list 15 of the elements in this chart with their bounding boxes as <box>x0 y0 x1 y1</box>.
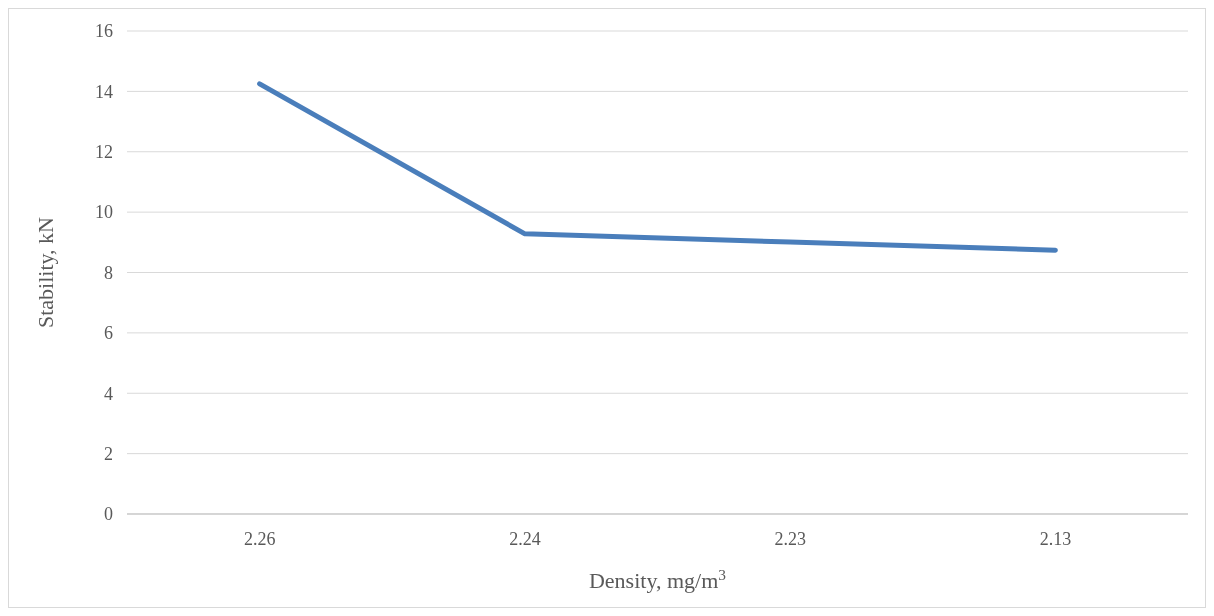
y-tick-label: 12 <box>95 142 113 163</box>
x-tick-label: 2.26 <box>243 529 276 549</box>
y-axis-title: Stability, kN <box>33 216 58 329</box>
y-tick-label: 4 <box>104 383 113 404</box>
y-tick-label: 6 <box>104 323 113 344</box>
y-tick-label: 2 <box>104 443 113 464</box>
y-tick-label: 10 <box>95 202 113 223</box>
y-tick-label: 16 <box>95 21 113 42</box>
y-tick-label: 8 <box>104 262 113 283</box>
x-axis-title: Density, mg/m$^{3}$ <box>588 565 727 593</box>
y-tick-label: 14 <box>95 81 113 102</box>
x-tick-label: 2.24 <box>509 529 541 549</box>
x-tick-label: 2.23 <box>774 529 806 549</box>
x-tick-label: 2.13 <box>1039 529 1072 549</box>
y-tick-label: 0 <box>104 504 113 525</box>
